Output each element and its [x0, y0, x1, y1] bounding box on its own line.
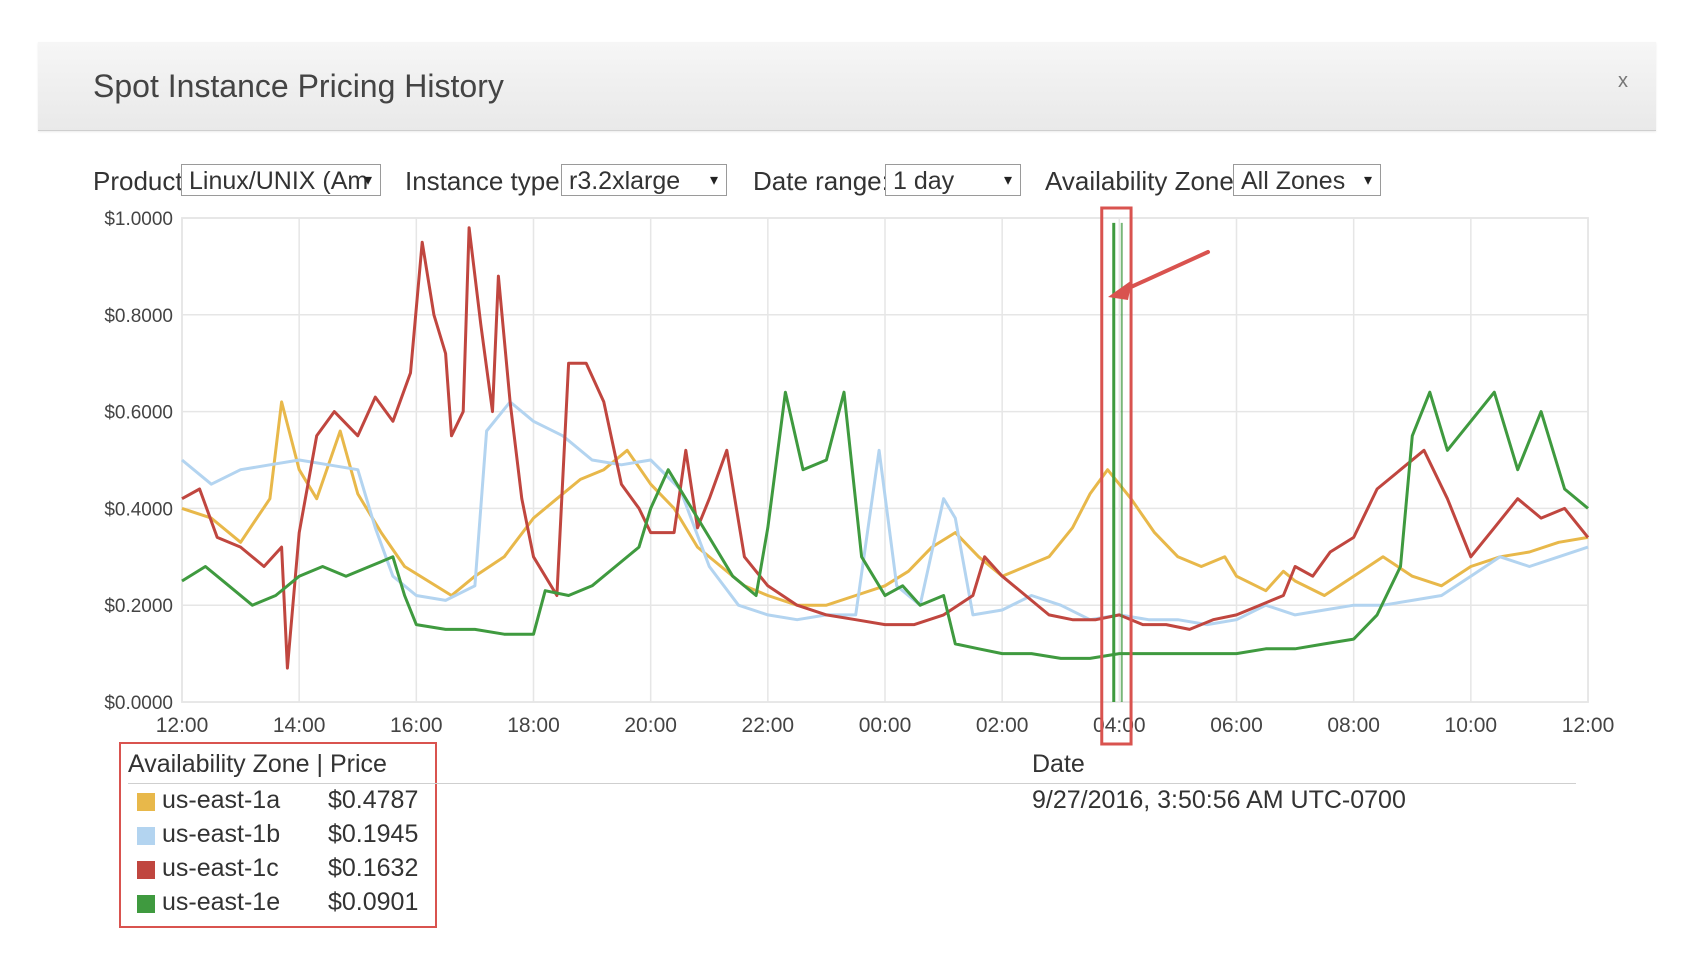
spike-highlight-box	[1100, 206, 1133, 746]
highlight-overlay	[1100, 206, 1210, 746]
y-tick-label: $0.4000	[104, 499, 173, 520]
legend-zone-label: us-east-1b	[162, 820, 281, 848]
chevron-down-icon: ▾	[709, 172, 718, 189]
legend-zone-price: $0.1945	[328, 820, 419, 848]
price-history-chart[interactable]: $0.0000 $0.2000 $0.4000 $0.6000 $0.8000 $1.00…	[0, 0, 1686, 760]
legend-zone-label: us-east-1c	[162, 854, 279, 882]
legend-zone-price: $0.4787	[328, 786, 419, 814]
chevron-down-icon: ▾	[1003, 172, 1012, 189]
y-tick-label: $0.6000	[104, 403, 173, 424]
instance-type-select[interactable]: r3.2xlarge ▾	[561, 164, 727, 196]
chart-series	[181, 226, 1590, 670]
legend-zone-price: $0.1632	[328, 854, 419, 882]
legend-zone-label: us-east-1a	[162, 786, 281, 814]
date-range-label: Date range:	[753, 166, 889, 196]
legend-header: Availability Zone | Price	[128, 750, 387, 778]
x-tick-label: 20:00	[624, 714, 677, 737]
chevron-down-icon: ▾	[363, 172, 372, 189]
availability-zone-label: Availability Zone:	[1045, 166, 1242, 196]
date-range-select-value: 1 day	[893, 167, 955, 195]
date-value: 9/27/2016, 3:50:56 AM UTC-0700	[1032, 786, 1406, 814]
instance-type-label: Instance type:	[405, 166, 567, 196]
x-tick-label: 00:00	[859, 714, 912, 737]
x-tick-label: 06:00	[1210, 714, 1263, 737]
x-tick-label: 16:00	[390, 714, 443, 737]
dialog-header: Spot Instance Pricing History x	[38, 42, 1656, 131]
x-tick-label: 14:00	[273, 714, 326, 737]
availability-zone-select-value: All Zones	[1241, 167, 1346, 195]
x-tick-label: 18:00	[507, 714, 560, 737]
chevron-down-icon: ▾	[1363, 172, 1372, 189]
x-tick-label: 12:00	[1562, 714, 1615, 737]
y-tick-label: $0.0000	[104, 693, 173, 714]
y-tick-label: $1.0000	[104, 209, 173, 230]
dialog-title: Spot Instance Pricing History	[93, 68, 504, 104]
x-tick-label: 22:00	[742, 714, 795, 737]
chart-grid	[181, 217, 1589, 703]
legend-zone-label: us-east-1e	[162, 888, 281, 916]
product-label: Product:	[93, 166, 190, 196]
x-tick-label: 02:00	[976, 714, 1029, 737]
pointer-arrow-icon	[1118, 250, 1210, 294]
availability-zone-select[interactable]: All Zones ▾	[1233, 164, 1381, 196]
y-tick-label: $0.2000	[104, 596, 173, 617]
legend-swatch-icon	[137, 895, 155, 913]
close-icon[interactable]: x	[1618, 70, 1628, 92]
y-tick-label: $0.8000	[104, 306, 173, 327]
x-axis-ticks: 12:00 14:00 16:00 18:00 20:00 22:00 00:00 02:00…	[156, 714, 1615, 737]
x-tick-label: 12:00	[156, 714, 209, 737]
arrow-head-icon	[1108, 280, 1132, 300]
legend-highlight-box	[119, 742, 437, 928]
date-range-select[interactable]: 1 day ▾	[885, 164, 1021, 196]
legend-swatch-icon	[137, 861, 155, 879]
legend-swatch-icon	[137, 827, 155, 845]
legend-divider	[128, 783, 1576, 784]
product-select[interactable]: Linux/UNIX (Am ▾	[181, 164, 381, 196]
instance-type-select-value: r3.2xlarge	[569, 167, 681, 195]
legend-swatch-icon	[137, 793, 155, 811]
x-tick-label: 08:00	[1327, 714, 1380, 737]
x-tick-label: 10:00	[1445, 714, 1498, 737]
y-axis-ticks: $0.0000 $0.2000 $0.4000 $0.6000 $0.8000 $1.00…	[104, 209, 173, 714]
product-select-value: Linux/UNIX (Am	[189, 167, 369, 195]
date-header: Date	[1032, 750, 1085, 778]
legend-zone-price: $0.0901	[328, 888, 419, 916]
